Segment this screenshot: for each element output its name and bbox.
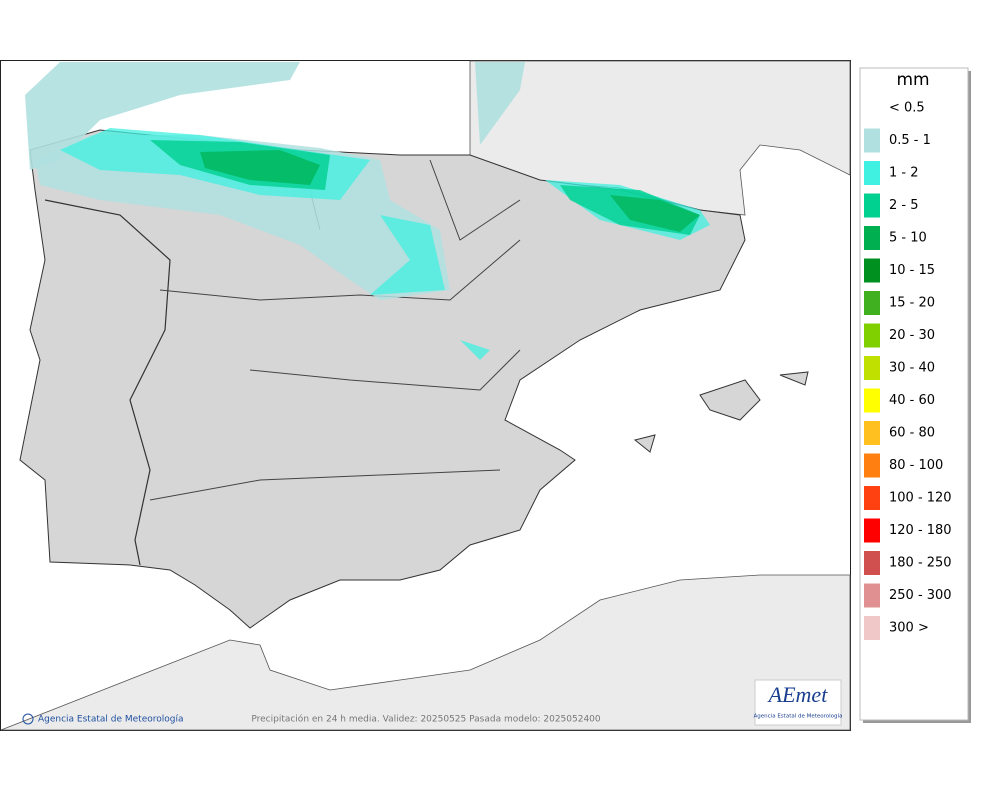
- legend-items: < 0.5 0.5 - 1 1 - 2 2 - 5 5 - 10 10 - 15 15 - …: [864, 101, 952, 640]
- legend-swatch: [864, 486, 880, 510]
- copyright-icon: [22, 713, 34, 725]
- legend-swatch: [864, 226, 880, 250]
- legend-label: 10 - 15: [889, 263, 935, 278]
- legend-label: 80 - 100: [889, 458, 943, 473]
- legend-title: mm: [896, 70, 929, 90]
- legend-label: < 0.5: [889, 101, 925, 116]
- logo-subtitle: Agencia Estatal de Meteorología: [754, 713, 843, 720]
- legend-swatch: [864, 583, 880, 608]
- legend-swatch: [864, 128, 880, 153]
- region-borders: [149, 149, 521, 501]
- legend-label: 120 - 180: [889, 523, 952, 538]
- legend-swatch: [864, 388, 880, 413]
- logo-name: AEmet: [767, 682, 829, 707]
- legend-label: 20 - 30: [889, 328, 935, 343]
- legend-label: 30 - 40: [889, 361, 935, 376]
- legend-swatch: [864, 551, 880, 575]
- legend-label: 100 - 120: [889, 491, 952, 506]
- precip-area: [200, 150, 700, 232]
- legend-swatch: [864, 258, 880, 283]
- legend-swatch: [864, 193, 880, 218]
- legend-swatch: [864, 421, 880, 445]
- legend-swatch: [864, 518, 880, 543]
- legend-label: 2 - 5: [889, 198, 919, 213]
- legend-swatch: [864, 453, 880, 478]
- legend-swatch: [864, 616, 880, 640]
- footer: Precipitación en 24 h media. Validez: 20…: [251, 714, 601, 725]
- legend-label: 300 >: [889, 621, 929, 636]
- precip-area: [25, 62, 525, 170]
- legend-label: 40 - 60: [889, 393, 935, 408]
- border-portugal: [44, 199, 171, 566]
- legend-label: 5 - 10: [889, 231, 927, 246]
- legend-label: 0.5 - 1: [889, 133, 931, 148]
- legend-label: 180 - 250: [889, 556, 952, 571]
- legend-swatch: [864, 356, 880, 380]
- legend-label: 15 - 20: [889, 296, 935, 311]
- credit: Agencia Estatal de Meteorología: [38, 715, 184, 725]
- land-africa: [0, 574, 851, 731]
- legend-label: 1 - 2: [889, 166, 919, 181]
- legend-label: 250 - 300: [889, 588, 952, 603]
- precip-area: [60, 128, 710, 360]
- land-baleares: [633, 371, 809, 453]
- legend-label: 60 - 80: [889, 426, 935, 441]
- legend-swatch: [864, 323, 880, 348]
- logo-box: [754, 679, 842, 726]
- legend-swatch: [864, 161, 880, 185]
- legend-swatch: [864, 291, 880, 315]
